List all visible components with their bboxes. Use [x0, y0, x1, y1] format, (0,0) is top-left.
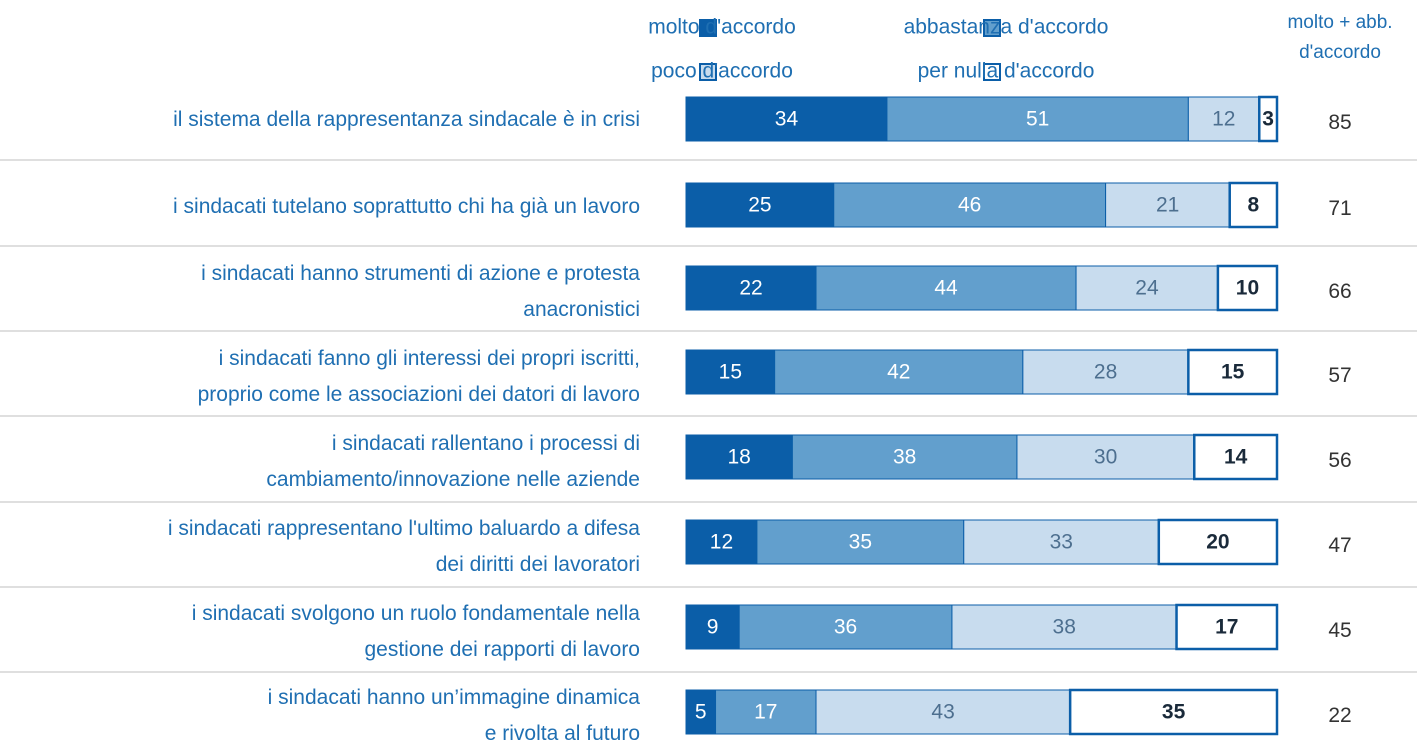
bar-segment — [1157, 518, 1279, 566]
bar-segment — [1193, 433, 1279, 481]
category-label: i sindacati hanno strumenti di azione e … — [201, 262, 640, 321]
bar-segment — [1228, 181, 1279, 229]
bar-value-label: 35 — [849, 531, 872, 554]
bar-value-label: 12 — [710, 531, 733, 554]
bar-value-label: 15 — [719, 361, 742, 384]
bar-value-label: 44 — [934, 277, 958, 300]
bar-segment — [951, 604, 1178, 650]
bar-segment — [1075, 265, 1219, 311]
bar-value-label: 9 — [707, 616, 719, 639]
bar-value-label: 46 — [958, 194, 981, 217]
total-value: 56 — [1328, 449, 1352, 472]
category-label: i sindacati svolgono un ruolo fondamenta… — [191, 602, 640, 661]
bar-segment — [1175, 603, 1279, 651]
bar-value-label: 38 — [893, 446, 916, 469]
bar-segment — [685, 689, 717, 735]
bar-value-label: 28 — [1094, 361, 1117, 384]
total-value: 47 — [1328, 534, 1352, 557]
bar-segment — [1022, 349, 1189, 395]
bar-value-label: 10 — [1236, 277, 1259, 300]
bar-segment — [1187, 348, 1279, 396]
legend-swatch — [699, 19, 717, 37]
bar-value-label: 12 — [1212, 108, 1235, 131]
legend-swatch — [983, 63, 1001, 81]
totals-header: molto + abb. d'accordo — [1287, 12, 1393, 63]
bar-segment — [791, 434, 1018, 480]
bar-value-label: 20 — [1206, 531, 1229, 554]
bar-segment — [1187, 96, 1260, 142]
bar-value-label: 8 — [1248, 194, 1260, 217]
bar-value-label: 22 — [739, 277, 762, 300]
category-label: i sindacati tutelano soprattutto chi ha … — [173, 195, 640, 218]
bar-segment — [1258, 95, 1279, 143]
total-value: 66 — [1328, 280, 1352, 303]
total-value: 45 — [1328, 619, 1352, 642]
bar-value-label: 3 — [1262, 108, 1274, 131]
bar-value-label: 30 — [1094, 446, 1117, 469]
bar-segment — [756, 519, 965, 565]
bar-segment — [685, 349, 776, 395]
legend-label: molto d'accordo — [648, 16, 796, 39]
total-value: 57 — [1328, 364, 1352, 387]
bar-segment — [685, 604, 740, 650]
bar-segment — [815, 689, 1071, 735]
bar-value-label: 5 — [695, 701, 707, 724]
bar-value-label: 18 — [728, 446, 751, 469]
total-value: 85 — [1328, 111, 1352, 134]
bar-value-label: 21 — [1156, 194, 1179, 217]
bar-value-label: 17 — [754, 701, 777, 724]
bar-segment — [685, 519, 758, 565]
bar-value-label: 42 — [887, 361, 910, 384]
bar-value-label: 33 — [1050, 531, 1073, 554]
bar-value-label: 24 — [1135, 277, 1159, 300]
category-label: i sindacati fanno gli interessi dei prop… — [197, 347, 640, 406]
legend-swatch — [983, 19, 1001, 37]
bar-value-label: 17 — [1215, 616, 1238, 639]
legend-label: abbastanza d'accordo — [904, 16, 1109, 39]
bar-segment — [1068, 688, 1279, 736]
bar-segment — [738, 604, 953, 650]
bar-segment — [1016, 434, 1195, 480]
bar-segment — [833, 182, 1107, 228]
bar-value-label: 36 — [834, 616, 857, 639]
total-value: 71 — [1328, 197, 1352, 220]
bar-segment — [1105, 182, 1231, 228]
bar-segment — [815, 265, 1077, 311]
legend-label: per nulla d'accordo — [918, 60, 1095, 83]
total-value: 22 — [1328, 704, 1352, 727]
legend-label: poco d'accordo — [651, 60, 793, 83]
bar-segment — [685, 96, 888, 142]
bar-value-label: 51 — [1026, 108, 1049, 131]
bar-segment — [1216, 264, 1279, 312]
bar-segment — [715, 689, 817, 735]
bar-value-label: 14 — [1224, 446, 1248, 469]
bar-value-label: 38 — [1053, 616, 1076, 639]
bar-value-label: 43 — [931, 701, 954, 724]
category-label: i sindacati rappresentano l'ultimo balua… — [167, 517, 640, 576]
category-label: il sistema della rappresentanza sindacal… — [173, 108, 640, 131]
bar-segment — [886, 96, 1189, 142]
bar-value-label: 35 — [1162, 701, 1186, 724]
bar-value-label: 25 — [748, 194, 771, 217]
category-label: i sindacati hanno un’immagine dinamica e… — [267, 686, 640, 745]
category-label: i sindacati rallentano i processi di cam… — [266, 432, 640, 491]
bar-value-label: 15 — [1221, 361, 1245, 384]
legend-swatch — [699, 63, 717, 81]
bar-value-label: 34 — [775, 108, 799, 131]
